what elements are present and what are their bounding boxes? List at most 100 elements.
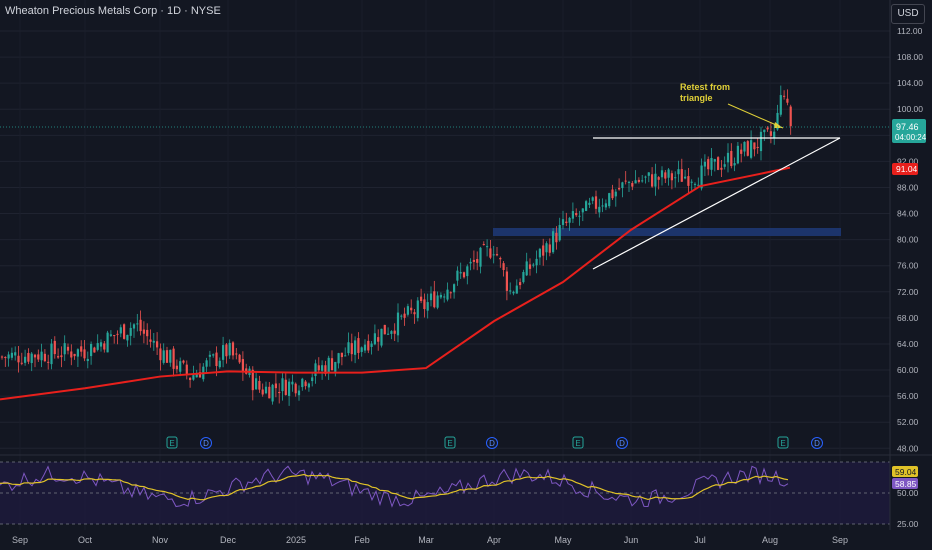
candle-body bbox=[86, 358, 89, 362]
candle-body bbox=[654, 173, 657, 187]
y-tick-label: 76.00 bbox=[897, 261, 919, 271]
candle-body bbox=[165, 350, 169, 363]
candle-body bbox=[182, 360, 185, 363]
candle-body bbox=[730, 150, 733, 167]
candle-body bbox=[660, 170, 664, 178]
candle-body bbox=[502, 263, 505, 271]
candle-body bbox=[410, 307, 413, 311]
triangle-support-line[interactable] bbox=[592, 137, 841, 270]
earnings-marker[interactable] bbox=[444, 436, 456, 449]
candle-body bbox=[773, 131, 776, 138]
candle-body bbox=[462, 272, 466, 278]
candle-body bbox=[453, 284, 456, 293]
dividend-marker[interactable] bbox=[616, 437, 628, 449]
candle-body bbox=[261, 389, 264, 395]
candle-body bbox=[482, 244, 485, 246]
candle-body bbox=[690, 181, 693, 183]
candle-body bbox=[383, 324, 386, 335]
candle-body bbox=[255, 378, 258, 390]
candle-body bbox=[723, 164, 726, 167]
y-tick-label: 88.00 bbox=[897, 182, 919, 192]
candle-body bbox=[377, 337, 380, 342]
candle-body bbox=[274, 383, 277, 389]
candle-body bbox=[581, 208, 584, 213]
candle-body bbox=[684, 176, 687, 179]
candle-body bbox=[555, 232, 558, 243]
currency-button[interactable]: USD bbox=[891, 4, 925, 24]
candle-body bbox=[238, 354, 241, 363]
candle-body bbox=[710, 157, 713, 170]
candle-body bbox=[651, 174, 654, 187]
candle-body bbox=[680, 169, 683, 182]
earnings-marker-label: E bbox=[447, 439, 452, 448]
y-tick-label: 108.00 bbox=[897, 52, 923, 62]
candle-body bbox=[568, 217, 571, 223]
time-axis[interactable]: Sep Oct Nov Dec 2025 Feb Mar Apr May Jun Jul Aug Sep bbox=[12, 535, 848, 545]
candle-body bbox=[268, 386, 271, 399]
candle-body bbox=[634, 180, 637, 184]
candle-body bbox=[667, 169, 670, 178]
earnings-marker[interactable] bbox=[166, 436, 178, 449]
candle-body bbox=[235, 353, 238, 355]
candle-body bbox=[357, 338, 360, 353]
earnings-marker-label: E bbox=[575, 439, 580, 448]
annotation-arrow bbox=[727, 103, 784, 129]
candle-body bbox=[321, 365, 324, 371]
earnings-marker-label: E bbox=[780, 439, 785, 448]
candle-body bbox=[713, 159, 716, 162]
candle-body bbox=[195, 373, 198, 378]
candle-body bbox=[288, 381, 291, 396]
candle-body bbox=[459, 272, 462, 274]
x-tick-label: Oct bbox=[78, 535, 93, 545]
candle-body bbox=[585, 201, 588, 211]
dividend-marker-label: D bbox=[489, 439, 495, 448]
candle-body bbox=[700, 165, 703, 189]
candle-body bbox=[601, 205, 604, 207]
candle-body bbox=[423, 299, 426, 310]
candle-body bbox=[324, 365, 327, 374]
candle-body bbox=[449, 292, 452, 294]
annotation-text: Retest from triangle bbox=[680, 82, 733, 103]
y-tick-label: 48.00 bbox=[897, 443, 919, 453]
candle-body bbox=[495, 254, 499, 256]
candle-body bbox=[380, 328, 383, 346]
candle-body bbox=[304, 381, 307, 387]
candle-body bbox=[103, 343, 106, 350]
candle-body bbox=[142, 329, 145, 334]
candle-body bbox=[40, 351, 43, 361]
candle-body bbox=[763, 129, 766, 133]
candle-body bbox=[492, 254, 495, 256]
candle-body bbox=[241, 359, 244, 372]
candle-body bbox=[565, 221, 568, 223]
y-tick-label: 100.00 bbox=[897, 104, 923, 114]
candle-body bbox=[644, 176, 647, 178]
candle-body bbox=[347, 342, 350, 354]
dividend-marker[interactable] bbox=[811, 437, 823, 449]
dividend-marker[interactable] bbox=[200, 437, 212, 449]
candle-body bbox=[608, 193, 611, 207]
candle-body bbox=[674, 177, 677, 179]
candle-body bbox=[129, 327, 132, 336]
y-tick-label: 80.00 bbox=[897, 235, 919, 245]
candle-body bbox=[466, 266, 469, 277]
candle-body bbox=[687, 176, 690, 186]
candle-body bbox=[350, 343, 353, 355]
dividend-marker[interactable] bbox=[486, 437, 498, 449]
y-tick-label: 92.00 bbox=[897, 156, 919, 166]
x-tick-label: May bbox=[554, 535, 572, 545]
candle-body bbox=[373, 333, 376, 345]
candle-body bbox=[472, 259, 475, 262]
candle-body bbox=[215, 352, 218, 367]
earnings-marker[interactable] bbox=[777, 436, 789, 449]
candle-body bbox=[400, 315, 403, 317]
candle-body bbox=[99, 342, 103, 347]
price-axis[interactable]: 48.00 52.00 56.00 60.00 64.00 68.00 72.00 76.00… bbox=[897, 26, 923, 529]
candle-body bbox=[156, 341, 159, 348]
candle-body bbox=[528, 264, 532, 269]
candle-body bbox=[132, 324, 136, 329]
candle-body bbox=[208, 354, 211, 357]
candle-body bbox=[390, 331, 393, 334]
candle-body bbox=[627, 181, 631, 183]
earnings-marker[interactable] bbox=[572, 436, 584, 449]
